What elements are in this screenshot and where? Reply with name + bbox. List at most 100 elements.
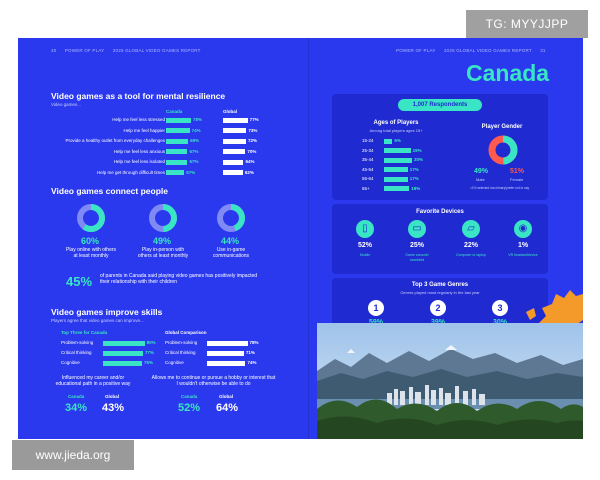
skill-label: Critical thinking bbox=[61, 350, 92, 355]
mental-row: Provide a healthy outlet from everyday c… bbox=[18, 138, 308, 144]
skill-label: Cognitive bbox=[165, 360, 184, 365]
career-canada-label: Canada bbox=[68, 394, 85, 399]
right-report-label: 2025 GLOBAL VIDEO GAMES REPORT bbox=[443, 48, 532, 53]
age-label: 35-44 bbox=[362, 157, 374, 162]
skill-row-canada: Problem-solving 80% bbox=[61, 340, 181, 346]
skill-label: Critical thinking bbox=[165, 350, 196, 355]
mental-row-label: Help me feel less isolated bbox=[113, 159, 165, 164]
respondents-badge: 1,007 Respondents bbox=[398, 99, 482, 111]
mental-bar-canada bbox=[166, 138, 189, 144]
skills-top3-title: Top Three for Canada bbox=[61, 330, 108, 335]
mental-value-global: 73% bbox=[248, 127, 258, 133]
parents-stat-text: of parents in Canada said playing video … bbox=[100, 273, 258, 285]
hobby-global-label: Global bbox=[219, 394, 234, 399]
age-row: 45-54 17% bbox=[362, 167, 462, 173]
ages-title: Ages of Players bbox=[373, 120, 419, 126]
skill-value-global: 71% bbox=[245, 350, 255, 355]
mental-row: Help me feel happier 74% 73% bbox=[18, 128, 308, 134]
country-title: Canada bbox=[466, 60, 550, 86]
connect-stat-caption: Use in-game communications bbox=[212, 247, 250, 259]
mental-row-label: Help me feel happier bbox=[123, 127, 165, 133]
mental-row-label: Help me feel less stressed bbox=[112, 117, 165, 122]
age-value: 20% bbox=[414, 157, 424, 162]
mental-bar-canada bbox=[166, 149, 188, 154]
mental-value-canada: 74% bbox=[191, 127, 201, 133]
mobile-icon: ▯ bbox=[356, 220, 374, 238]
genre-value: 59% bbox=[368, 319, 383, 326]
age-bar bbox=[384, 176, 408, 182]
mental-col-canada: Canada bbox=[166, 109, 183, 114]
vr-headset-icon: ◉ bbox=[514, 220, 532, 238]
devices-panel: Favorite Devices ▯ 52% Mobile ▭ 25% Game cons… bbox=[332, 204, 548, 274]
skills-subtitle: Players agree that video games can impro… bbox=[51, 318, 144, 323]
gender-donut bbox=[488, 135, 518, 165]
career-global-value: 43% bbox=[102, 402, 125, 414]
ages-subtitle: Among total players ages 15+ bbox=[369, 128, 423, 133]
age-label: 15-24 bbox=[362, 138, 374, 143]
connect-stat-value: 49% bbox=[153, 236, 172, 246]
mental-row-label: Provide a healthy outlet from everyday c… bbox=[65, 138, 165, 143]
age-label: 25-34 bbox=[362, 147, 374, 153]
skill-row-global: Problem-solving 78% bbox=[165, 340, 285, 346]
mental-value-canada: 67% bbox=[189, 148, 199, 154]
mental-bar-global bbox=[223, 117, 248, 123]
gender-male-label: Male bbox=[476, 177, 485, 182]
skill-value-canada: 80% bbox=[146, 340, 156, 345]
device-value: 25% bbox=[409, 242, 424, 249]
age-value: 18% bbox=[411, 185, 421, 191]
telegram-watermark: TG: MYYJJPP bbox=[466, 10, 588, 38]
device-value: 1% bbox=[517, 242, 529, 249]
mental-row-label: Help me get through difficult times bbox=[97, 169, 165, 175]
connect-stat-caption: Play online with others at least monthly bbox=[65, 247, 117, 259]
right-page-number: 31 bbox=[540, 48, 546, 53]
connect-people-title: Video games connect people bbox=[51, 186, 168, 196]
skill-bar-global bbox=[207, 340, 248, 346]
genres-title: Top 3 Game Genres bbox=[411, 282, 469, 288]
skill-value-global: 74% bbox=[247, 360, 257, 365]
vancouver-skyline-photo bbox=[317, 323, 583, 439]
connect-donut bbox=[217, 204, 245, 232]
hobby-canada-value: 52% bbox=[178, 402, 201, 414]
mental-bar-canada bbox=[166, 170, 185, 175]
age-row: 55-64 17% bbox=[362, 176, 462, 182]
skill-label: Cognitive bbox=[61, 360, 80, 365]
age-value: 17% bbox=[409, 166, 419, 172]
connect-donut bbox=[77, 204, 105, 232]
age-row: 25-34 19% bbox=[362, 148, 462, 154]
mental-bar-global bbox=[223, 170, 243, 175]
age-row: 15-24 6% bbox=[362, 138, 462, 144]
left-running-header: 30 POWER OF PLAY 2025 GLOBAL VIDEO GAMES… bbox=[51, 48, 208, 53]
skills-title: Video games improve skills bbox=[51, 307, 163, 317]
genre-value: 30% bbox=[492, 319, 507, 326]
skill-bar-global bbox=[207, 360, 246, 366]
left-section-label: POWER OF PLAY bbox=[64, 48, 105, 53]
mental-bar-canada bbox=[166, 128, 190, 133]
genre-rank: 1 bbox=[368, 300, 384, 316]
gender-female-value: 51% bbox=[510, 168, 525, 175]
mental-value-canada: 78% bbox=[192, 117, 202, 122]
left-page-number: 30 bbox=[51, 48, 57, 53]
site-watermark: www.jieda.org bbox=[12, 440, 134, 470]
mental-value-canada: 57% bbox=[186, 169, 196, 175]
skills-global-title: Global Comparison bbox=[165, 330, 207, 335]
genre-rank: 2 bbox=[430, 300, 446, 316]
age-value: 17% bbox=[409, 176, 419, 181]
gender-male-arc bbox=[488, 135, 518, 165]
age-bar bbox=[384, 186, 410, 191]
mental-value-canada: 67% bbox=[189, 159, 199, 164]
device-value: 52% bbox=[357, 242, 372, 249]
mental-row: Help me feel less anxious 67% 70% bbox=[18, 149, 308, 155]
connect-donut bbox=[149, 204, 177, 232]
parents-stat-value: 45% bbox=[66, 274, 93, 289]
right-section-label: POWER OF PLAY bbox=[396, 48, 436, 53]
mental-bar-global bbox=[223, 149, 246, 154]
age-row: 65+ 18% bbox=[362, 186, 462, 192]
connect-stat-value: 44% bbox=[221, 236, 240, 246]
career-canada-value: 34% bbox=[65, 402, 88, 414]
mental-value-global: 77% bbox=[249, 117, 259, 122]
mental-col-global: Global bbox=[223, 109, 238, 114]
report-spread: 30 POWER OF PLAY 2025 GLOBAL VIDEO GAMES… bbox=[18, 38, 583, 439]
mental-bar-global bbox=[223, 138, 247, 144]
device-label: Mobile bbox=[359, 253, 371, 257]
